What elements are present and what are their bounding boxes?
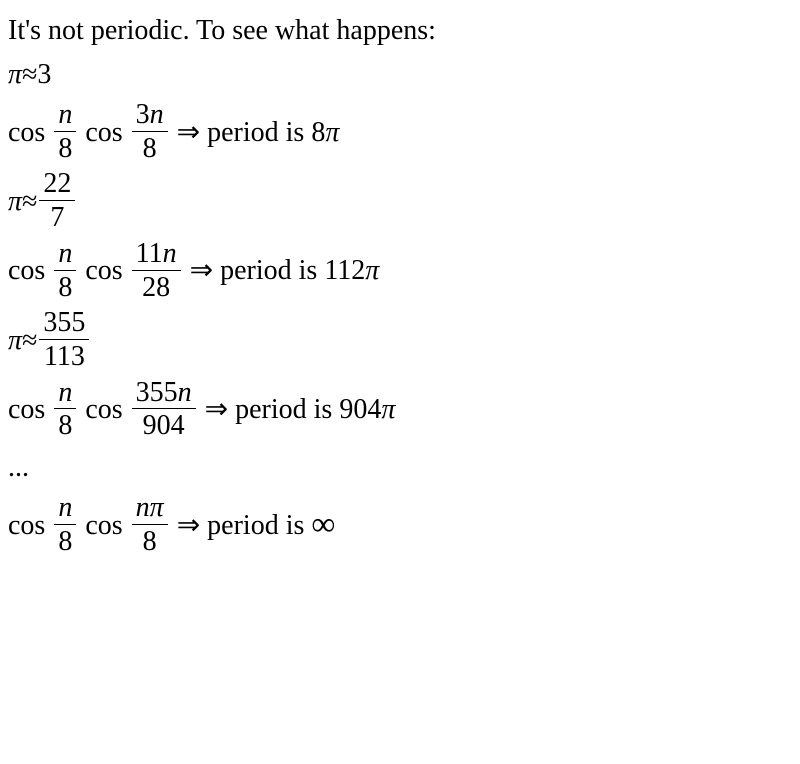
numerator: n	[54, 493, 76, 525]
fraction: 3n8	[132, 100, 168, 165]
cos-func: cos	[8, 505, 45, 547]
fraction: nπ8	[132, 493, 168, 558]
fraction: 355n904	[132, 378, 196, 443]
cos-func: cos	[85, 505, 122, 547]
period-label: period is	[207, 112, 304, 154]
expression-1: cos n8 cos 3n8 ⇒ period is 8π	[8, 100, 792, 165]
approx-2: π≈227	[8, 169, 792, 234]
numerator: n	[54, 378, 76, 410]
denominator: 8	[132, 525, 168, 559]
fraction: n8	[54, 378, 76, 443]
numerator: 355n	[132, 378, 196, 410]
approx-value: 3	[37, 59, 51, 90]
approx-op: ≈	[22, 181, 37, 223]
arrow: ⇒	[177, 505, 200, 547]
ellipsis: ...	[8, 447, 792, 489]
cos-func: cos	[8, 112, 45, 154]
period-value: 112π	[324, 250, 379, 292]
pi-symbol: π	[8, 320, 22, 362]
numerator: 11n	[132, 239, 181, 271]
approx-op: ≈	[22, 59, 37, 90]
pi-symbol: π	[8, 59, 22, 90]
cos-func: cos	[8, 250, 45, 292]
infinity-symbol: ∞	[311, 500, 335, 550]
denominator: 8	[54, 525, 76, 559]
period-value: 904π	[339, 389, 395, 431]
numerator: 3n	[132, 100, 168, 132]
arrow: ⇒	[190, 250, 213, 292]
expression-4: cos n8 cos nπ8 ⇒ period is ∞	[8, 493, 792, 558]
cos-func: cos	[85, 112, 122, 154]
numerator: n	[54, 100, 76, 132]
numerator: 22	[39, 169, 75, 201]
fraction: n8	[54, 239, 76, 304]
expression-2: cos n8 cos 11n28 ⇒ period is 112π	[8, 239, 792, 304]
fraction: 355113	[39, 308, 89, 373]
fraction: 11n28	[132, 239, 181, 304]
denominator: 113	[39, 340, 89, 374]
approx-3: π≈355113	[8, 308, 792, 373]
period-value: 8π	[311, 112, 339, 154]
intro-text: It's not periodic. To see what happens:	[8, 10, 792, 52]
denominator: 8	[54, 271, 76, 305]
numerator: n	[54, 239, 76, 271]
fraction: 227	[39, 169, 75, 234]
denominator: 8	[132, 132, 168, 166]
denominator: 904	[132, 409, 196, 443]
arrow: ⇒	[205, 389, 228, 431]
approx-1: π≈3	[8, 54, 792, 96]
pi-symbol: π	[8, 181, 22, 223]
denominator: 28	[132, 271, 181, 305]
cos-func: cos	[8, 389, 45, 431]
denominator: 8	[54, 132, 76, 166]
denominator: 8	[54, 409, 76, 443]
numerator: 355	[39, 308, 89, 340]
period-label: period is	[220, 250, 317, 292]
cos-func: cos	[85, 250, 122, 292]
fraction: n8	[54, 493, 76, 558]
denominator: 7	[39, 201, 75, 235]
fraction: n8	[54, 100, 76, 165]
numerator: nπ	[132, 493, 168, 525]
cos-func: cos	[85, 389, 122, 431]
arrow: ⇒	[177, 112, 200, 154]
approx-op: ≈	[22, 320, 37, 362]
period-label: period is	[207, 505, 304, 547]
period-label: period is	[235, 389, 332, 431]
expression-3: cos n8 cos 355n904 ⇒ period is 904π	[8, 378, 792, 443]
